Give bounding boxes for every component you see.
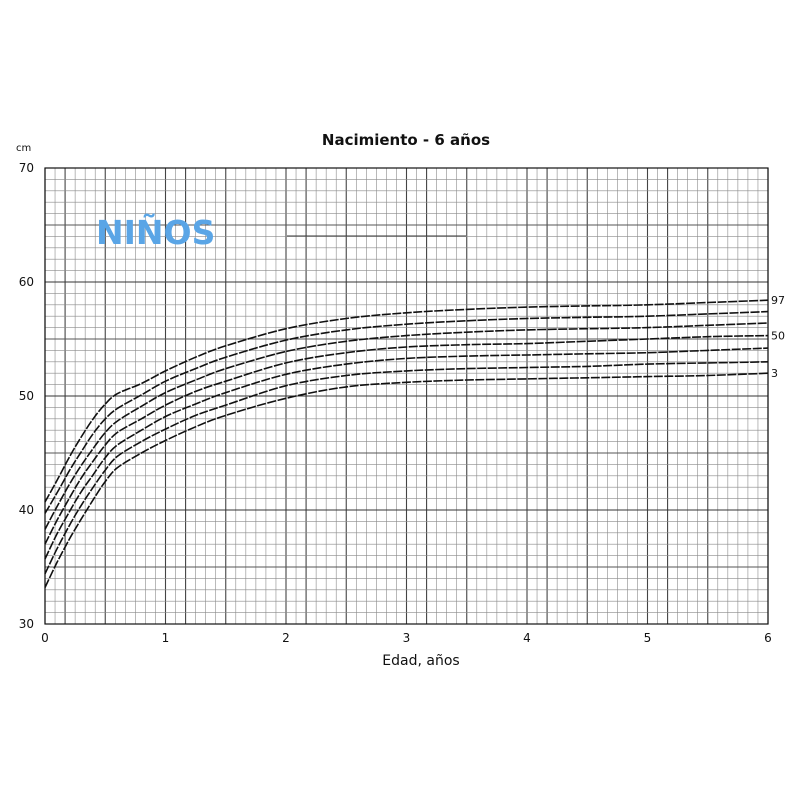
percentile-curve-2	[44, 322, 769, 530]
y-tick-label: 60	[19, 275, 34, 289]
percentile-curves	[44, 299, 769, 588]
x-tick-label: 1	[162, 631, 170, 645]
y-axis: 30 40 50 60 70	[19, 161, 34, 631]
x-tick-label: 4	[523, 631, 531, 645]
plot-frame	[44, 167, 769, 625]
y-tick-label: 30	[19, 617, 34, 631]
x-tick-label: 5	[644, 631, 652, 645]
x-axis-label: Edad, años	[382, 653, 459, 669]
percentile-label-3: 3	[771, 367, 778, 380]
percentile-curve-4	[44, 347, 769, 560]
percentile-curve-5	[44, 361, 769, 575]
x-tick-label: 6	[764, 631, 772, 645]
percentile-labels: 97 50 3	[771, 294, 785, 380]
percentile-label-97: 97	[771, 294, 785, 307]
percentile-curve-6	[44, 372, 769, 588]
grid	[44, 167, 769, 625]
percentile-curve-0	[44, 299, 769, 503]
x-axis: 0 1 2 3 4 5 6	[41, 631, 772, 645]
percentile-label-50: 50	[771, 330, 785, 343]
x-tick-label: 0	[41, 631, 49, 645]
y-tick-label: 50	[19, 389, 34, 403]
percentile-curve-3	[44, 334, 769, 545]
x-tick-label: 3	[403, 631, 411, 645]
y-tick-label: 40	[19, 503, 34, 517]
chart-title: Nacimiento - 6 años	[322, 131, 490, 149]
x-tick-label: 2	[282, 631, 290, 645]
y-tick-label: 70	[19, 161, 34, 175]
sex-label: NIÑOS	[96, 212, 215, 252]
y-axis-unit: cm	[16, 143, 31, 154]
